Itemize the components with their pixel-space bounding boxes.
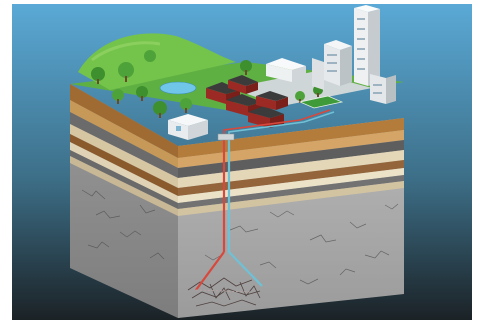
pond-icon [159, 81, 197, 95]
pipeline [217, 109, 335, 141]
building-icon [266, 58, 306, 82]
block-left-face [70, 84, 178, 318]
building-icon [312, 5, 396, 104]
block-right-face [178, 118, 404, 318]
building-icon [168, 114, 208, 140]
tree-icon [91, 50, 323, 118]
house-icon [206, 75, 288, 128]
sports-field [298, 95, 344, 109]
fracture-zone [187, 277, 261, 307]
rock-fractures [81, 189, 399, 285]
well-icon [195, 140, 263, 293]
